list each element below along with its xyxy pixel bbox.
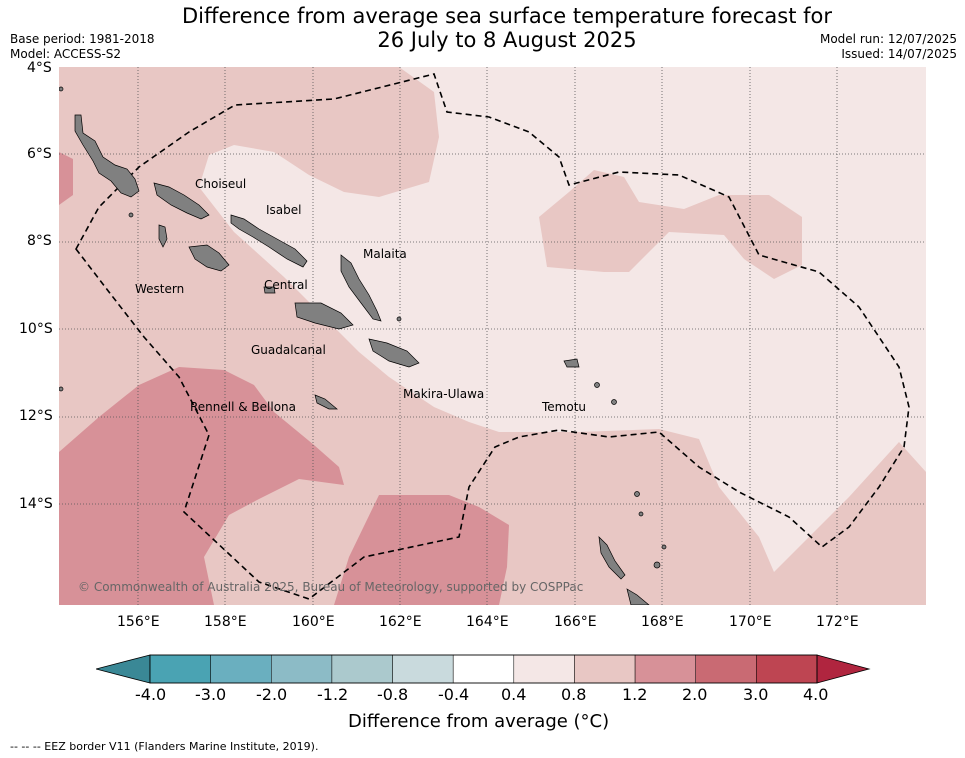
island-choiseul-shortland <box>74 114 140 198</box>
island-malakula <box>626 588 650 605</box>
colorbar-tick-label: 2.0 <box>682 685 708 704</box>
colorbar-tick-label: -1.2 <box>317 685 349 704</box>
sst-anomaly-map <box>59 67 926 605</box>
lat-label-14s: 14°S <box>19 496 53 512</box>
base-period: Base period: 1981-2018 <box>10 32 155 46</box>
place-label-western: Western <box>135 282 185 296</box>
lon-label-170e: 170°E <box>729 614 772 630</box>
island-nendo <box>563 358 580 368</box>
colorbar-tick-label: -4.0 <box>135 685 167 704</box>
colorbar-cell <box>452 654 515 684</box>
colorbar-cell <box>210 654 272 684</box>
colorbar-tick-label: -2.0 <box>256 685 288 704</box>
graticule <box>59 67 926 605</box>
colorbar-tick-label: -0.8 <box>377 685 409 704</box>
place-label-makira-ulawa: Makira-Ulawa <box>403 387 485 401</box>
anomaly-band-1.2-2.0-northwest <box>59 152 73 205</box>
issued-date: Issued: 14/07/2025 <box>841 47 957 61</box>
anomaly-band-1.2-2.0-south <box>334 495 509 605</box>
colorbar-tick-label: 0.8 <box>561 685 587 704</box>
colorbar-cell <box>634 654 696 684</box>
place-label-malaita: Malaita <box>363 247 407 261</box>
lon-label-172e: 172°E <box>816 614 859 630</box>
colorbar <box>96 654 871 684</box>
lat-label-4s: 4°S <box>27 60 52 76</box>
island-isabel <box>230 214 308 268</box>
lat-label-10s: 10°S <box>19 321 53 337</box>
colorbar-cell <box>331 654 393 684</box>
island-espiritu-santo <box>598 536 626 580</box>
colorbar-tick-label: -0.4 <box>438 685 470 704</box>
lon-label-156e: 156°E <box>117 614 160 630</box>
colorbar-cell <box>392 654 454 684</box>
model-run: Model run: 12/07/2025 <box>819 32 957 46</box>
place-label-isabel: Isabel <box>266 203 302 217</box>
eez-border <box>75 73 910 600</box>
colorbar-label: Difference from average (°C) <box>348 711 610 732</box>
colorbar-low-extension <box>96 654 151 684</box>
colorbar-cell <box>149 654 211 684</box>
colorbar-cell <box>756 654 818 684</box>
island-guadalcanal <box>294 302 354 330</box>
anomaly-band-0.8-1.2-east <box>539 170 802 279</box>
island-vella-lavella <box>158 224 168 248</box>
islands <box>59 86 667 605</box>
colorbar-tick-label: 0.4 <box>501 685 527 704</box>
island-russell <box>263 286 276 294</box>
colorbar-cell <box>271 654 333 684</box>
lon-label-160e: 160°E <box>292 614 335 630</box>
lon-label-158e: 158°E <box>204 614 247 630</box>
lat-label-12s: 12°S <box>19 408 53 424</box>
anomaly-band-1.2-2.0-southwest <box>59 367 344 605</box>
place-label-guadalcanal: Guadalcanal <box>251 343 326 357</box>
chart-title-line2: 26 July to 8 August 2025 <box>377 28 637 52</box>
island-makira <box>368 338 420 368</box>
island-new-georgia <box>188 244 230 272</box>
colorbar-high-extension <box>816 654 871 684</box>
lon-label-166e: 166°E <box>554 614 597 630</box>
island-choiseul <box>153 182 210 220</box>
colorbar-cells <box>149 654 818 684</box>
colorbar-cell <box>695 654 757 684</box>
chart-title-line1: Difference from average sea surface temp… <box>182 4 832 28</box>
eez-legend-note: -- -- -- EEZ border V11 (Flanders Marine… <box>10 740 319 753</box>
place-label-temotu: Temotu <box>542 400 587 414</box>
colorbar-tick-label: -3.0 <box>195 685 227 704</box>
lon-label-164e: 164°E <box>466 614 509 630</box>
copyright-notice: © Commonwealth of Australia 2025, Bureau… <box>78 580 584 594</box>
island-malaita <box>340 254 382 322</box>
colorbar-tick-label: 1.2 <box>622 685 648 704</box>
lat-label-6s: 6°S <box>27 146 52 162</box>
island-rennell <box>314 394 338 410</box>
place-label-choiseul: Choiseul <box>195 177 247 191</box>
lon-label-162e: 162°E <box>379 614 422 630</box>
colorbar-cell <box>513 654 575 684</box>
colorbar-tick-label: 3.0 <box>743 685 769 704</box>
colorbar-tick-label: 4.0 <box>803 685 829 704</box>
lat-label-8s: 8°S <box>27 233 52 249</box>
model-name: Model: ACCESS-S2 <box>10 47 122 61</box>
colorbar-cell <box>574 654 636 684</box>
lon-label-168e: 168°E <box>641 614 684 630</box>
place-label-central: Central <box>264 278 308 292</box>
place-label-rennell-bellona: Rennell & Bellona <box>190 400 297 414</box>
